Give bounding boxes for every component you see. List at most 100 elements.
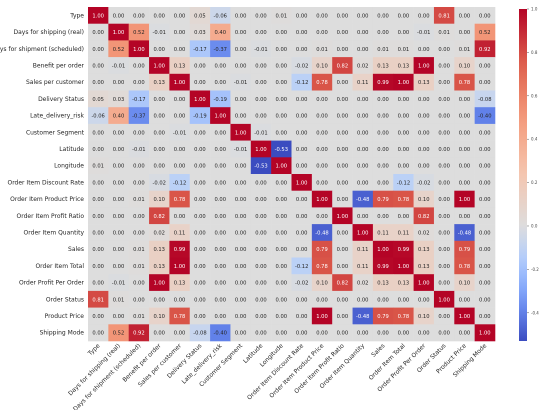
heatmap-cell <box>108 157 129 175</box>
y-tick-label: Product Price <box>45 313 85 320</box>
heatmap-cell <box>433 240 455 258</box>
cell-value-label: 0.00 <box>296 247 308 253</box>
heatmap-cell <box>250 140 272 158</box>
cell-value-label: 0.00 <box>479 264 491 270</box>
cell-value-label: 0.00 <box>418 130 430 136</box>
heatmap-cell <box>88 123 109 141</box>
heatmap-cell <box>311 307 333 325</box>
cell-value-label: 0.00 <box>398 30 410 36</box>
heatmap-cell <box>210 174 231 191</box>
cell-value-label: 0.00 <box>92 130 104 136</box>
colorbar-tick-label: -0.4 <box>531 310 539 315</box>
cell-value-label: -0.01 <box>132 147 145 153</box>
cell-value-label: 0.00 <box>276 314 288 320</box>
heatmap-cell <box>230 207 252 225</box>
cell-value-label: 0.78 <box>398 197 410 203</box>
heatmap-cell <box>454 123 475 141</box>
heatmap-cell <box>210 207 231 225</box>
cell-value-label: 0.00 <box>459 13 471 19</box>
cell-value-label: 0.11 <box>174 230 186 236</box>
cell-value-label: 0.00 <box>194 264 206 270</box>
heatmap-cell <box>372 207 394 225</box>
heatmap-cell <box>352 207 374 225</box>
heatmap-cell <box>230 40 252 58</box>
cell-value-label: 0.13 <box>153 247 165 253</box>
heatmap-cell <box>454 274 475 292</box>
heatmap-cell <box>88 257 109 275</box>
cell-value-label: -0.06 <box>214 13 227 19</box>
heatmap-cell <box>352 140 374 158</box>
heatmap-cell <box>474 257 496 275</box>
y-tick-label: Benefit per order <box>33 62 85 69</box>
cell-value-label: 0.01 <box>113 297 125 303</box>
heatmap-cell <box>250 307 272 325</box>
heatmap-cell <box>128 107 150 125</box>
cell-value-label: 0.00 <box>113 180 125 186</box>
heatmap-cell <box>189 40 211 58</box>
cell-value-label: 0.00 <box>357 47 369 53</box>
cell-value-label: 0.00 <box>479 197 491 203</box>
cell-value-label: 1.00 <box>337 214 349 220</box>
heatmap-cell <box>169 257 191 275</box>
heatmap-cells <box>88 7 496 342</box>
heatmap-cell <box>210 90 231 108</box>
cell-value-label: 0.03 <box>113 97 125 103</box>
cell-value-label: 0.00 <box>276 80 288 86</box>
heatmap-cell <box>332 40 353 58</box>
cell-value-label: 0.00 <box>92 230 104 236</box>
heatmap-cell <box>372 174 394 191</box>
cell-value-label: 0.00 <box>92 247 104 253</box>
heatmap-cell <box>149 40 170 58</box>
cell-value-label: 0.00 <box>194 214 206 220</box>
heatmap-cell <box>271 224 292 242</box>
heatmap-cell <box>474 207 496 225</box>
cell-value-label: 1.00 <box>174 264 186 270</box>
heatmap-cell <box>149 257 170 275</box>
cell-value-label: 0.00 <box>377 130 389 136</box>
heatmap-cell <box>433 40 455 58</box>
cell-value-label: 0.00 <box>174 30 186 36</box>
heatmap-cell <box>393 257 414 275</box>
cell-value-label: 0.00 <box>113 197 125 203</box>
heatmap-cell <box>169 307 191 325</box>
heatmap-cell <box>413 57 435 75</box>
heatmap-cell <box>189 240 211 258</box>
cell-value-label: 0.00 <box>194 130 206 136</box>
heatmap-cell <box>393 123 414 141</box>
heatmap-cell <box>474 240 496 258</box>
cell-value-label: 0.00 <box>357 97 369 103</box>
cell-value-label: 0.00 <box>316 130 328 136</box>
cell-value-label: 0.00 <box>194 164 206 170</box>
heatmap-cell <box>250 123 272 141</box>
heatmap-cell <box>108 274 129 292</box>
cell-value-label: 0.00 <box>276 247 288 253</box>
heatmap-cell <box>108 123 129 141</box>
y-tick-label: Days for shipment (scheduled) <box>0 46 84 53</box>
cell-value-label: 0.01 <box>377 47 389 53</box>
heatmap-cell <box>393 190 414 208</box>
cell-value-label: 0.40 <box>214 30 226 36</box>
cell-value-label: 0.13 <box>418 247 430 253</box>
heatmap-cell <box>393 240 414 258</box>
cell-value-label: 0.00 <box>133 214 145 220</box>
heatmap-cell <box>311 324 333 342</box>
cell-value-label: -0.12 <box>173 180 186 186</box>
heatmap-cell <box>169 123 191 141</box>
heatmap-cell <box>474 107 496 125</box>
cell-value-label: 0.00 <box>296 297 308 303</box>
heatmap-cell <box>393 57 414 75</box>
cell-value-label: 0.00 <box>194 281 206 287</box>
cell-value-label: 0.00 <box>438 63 450 69</box>
cell-value-label: 0.00 <box>276 30 288 36</box>
cell-value-label: 0.00 <box>316 214 328 220</box>
heatmap-cell <box>169 240 191 258</box>
cell-value-label: 1.00 <box>377 247 389 253</box>
heatmap-cell <box>189 224 211 242</box>
heatmap-cell <box>372 257 394 275</box>
cell-value-label: 0.00 <box>235 47 247 53</box>
cell-value-label: -0.01 <box>234 147 247 153</box>
heatmap-cell <box>454 40 475 58</box>
cell-value-label: 0.13 <box>418 264 430 270</box>
heatmap-cell <box>413 90 435 108</box>
heatmap-cell <box>271 240 292 258</box>
